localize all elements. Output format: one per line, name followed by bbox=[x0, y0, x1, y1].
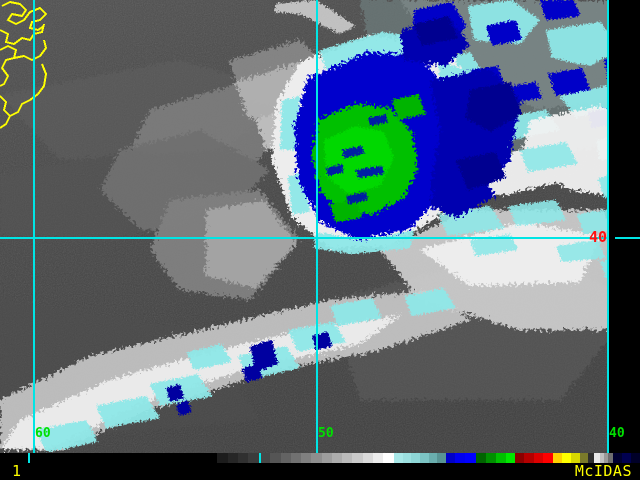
color-bar-segment bbox=[402, 453, 412, 463]
color-bar-segment bbox=[485, 453, 497, 463]
color-bar-segment bbox=[331, 453, 343, 463]
color-bar-segment bbox=[311, 453, 322, 463]
color-bar-segment bbox=[588, 453, 594, 463]
color-bar-segment bbox=[0, 453, 29, 463]
satellite-image bbox=[0, 0, 640, 462]
color-bar-segment bbox=[248, 453, 260, 463]
longitude-label-40: 40 bbox=[609, 426, 625, 441]
gridline-longitude-60 bbox=[33, 0, 35, 462]
color-bar-segment bbox=[613, 453, 622, 463]
color-bar-segment bbox=[496, 453, 506, 463]
color-bar-segment bbox=[603, 453, 609, 463]
color-bar-segment bbox=[455, 453, 466, 463]
color-bar-segment bbox=[621, 453, 632, 463]
color-bar-segment bbox=[552, 453, 562, 463]
gridline-longitude-50 bbox=[316, 0, 318, 462]
color-bar-segment bbox=[420, 453, 429, 463]
color-bar-segment bbox=[428, 453, 438, 463]
gridline-latitude-40 bbox=[0, 237, 607, 239]
color-bar-segment bbox=[227, 453, 238, 463]
color-bar-segment bbox=[475, 453, 486, 463]
color-bar-segment bbox=[260, 453, 271, 463]
color-bar-segment bbox=[362, 453, 373, 463]
status-line: 1 0001 GOES-19 13 7 AUG 25219 120020 085… bbox=[0, 463, 640, 480]
mcidas-branding-label: McIDAS bbox=[574, 462, 632, 480]
color-bar-segment bbox=[29, 453, 218, 463]
color-bar-segment bbox=[437, 453, 446, 463]
color-bar-segment bbox=[533, 453, 544, 463]
color-bar-segment bbox=[445, 453, 456, 463]
color-bar-segment bbox=[270, 453, 281, 463]
color-bar-segment bbox=[505, 453, 515, 463]
color-bar-segment bbox=[465, 453, 476, 463]
color-bar-segment bbox=[290, 453, 302, 463]
color-bar-segment bbox=[259, 453, 261, 463]
color-bar-segment bbox=[237, 453, 249, 463]
color-bar-segment bbox=[321, 453, 332, 463]
color-bar-segment bbox=[342, 453, 353, 463]
longitude-label-50: 50 bbox=[318, 426, 334, 441]
color-bar-segment bbox=[571, 453, 580, 463]
color-bar-segment bbox=[280, 453, 291, 463]
color-bar-segment bbox=[393, 453, 403, 463]
color-bar-segment bbox=[561, 453, 572, 463]
color-bar-segment bbox=[631, 453, 640, 463]
color-bar-segment bbox=[543, 453, 553, 463]
color-bar-segment bbox=[28, 453, 30, 463]
color-bar-segment bbox=[217, 453, 228, 463]
image-right-margin bbox=[607, 0, 640, 462]
color-bar-segment bbox=[411, 453, 421, 463]
gridline-longitude-40 bbox=[607, 0, 609, 462]
color-bar-segment bbox=[608, 453, 614, 463]
color-bar-segment bbox=[599, 453, 604, 463]
gridline-latitude-40-stub bbox=[615, 237, 640, 239]
enhancement-color-bar bbox=[0, 453, 640, 463]
color-bar-segment bbox=[301, 453, 312, 463]
color-bar-segment bbox=[514, 453, 525, 463]
color-bar-segment bbox=[524, 453, 534, 463]
color-bar-segment bbox=[383, 453, 394, 463]
latitude-label-40: 40 bbox=[589, 228, 608, 246]
color-bar-segment bbox=[352, 453, 363, 463]
color-bar-segment bbox=[372, 453, 384, 463]
area-number-highlight: 1 bbox=[12, 462, 22, 480]
color-bar-segment bbox=[579, 453, 589, 463]
color-bar-segment bbox=[593, 453, 600, 463]
longitude-label-60: 60 bbox=[35, 426, 51, 441]
